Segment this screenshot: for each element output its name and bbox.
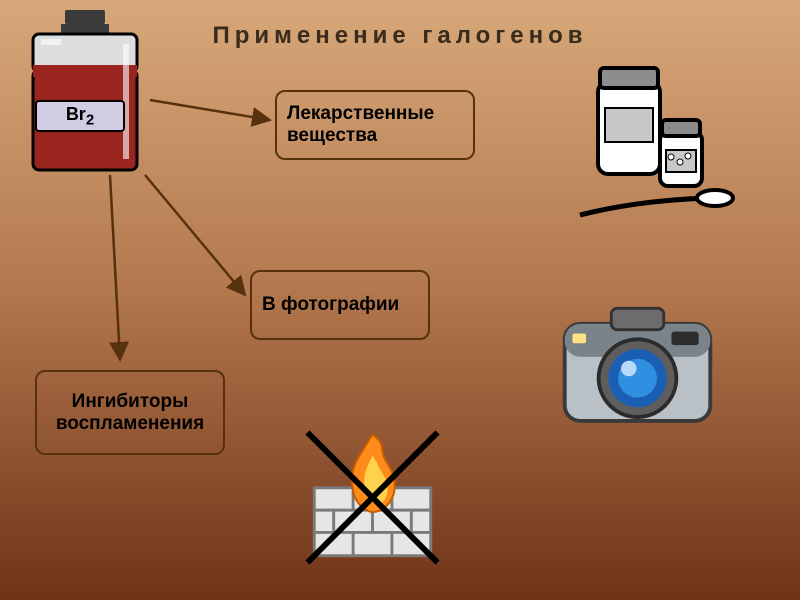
target-medicine: Лекарственные вещества: [275, 90, 475, 160]
target-photography-label: В фотографии: [262, 294, 399, 316]
fire-wall-crossed-icon: [290, 415, 455, 585]
source-formula: Br2: [66, 104, 94, 129]
target-inhibitors: Ингибиторы воспламенения: [35, 370, 225, 455]
target-inhibitors-label: Ингибиторы воспламенения: [47, 391, 213, 435]
camera-icon: [555, 285, 720, 455]
target-photography: В фотографии: [250, 270, 430, 340]
medicine-icon: [560, 55, 740, 240]
target-medicine-label: Лекарственные вещества: [287, 103, 463, 147]
source-label: Br2: [35, 100, 125, 132]
